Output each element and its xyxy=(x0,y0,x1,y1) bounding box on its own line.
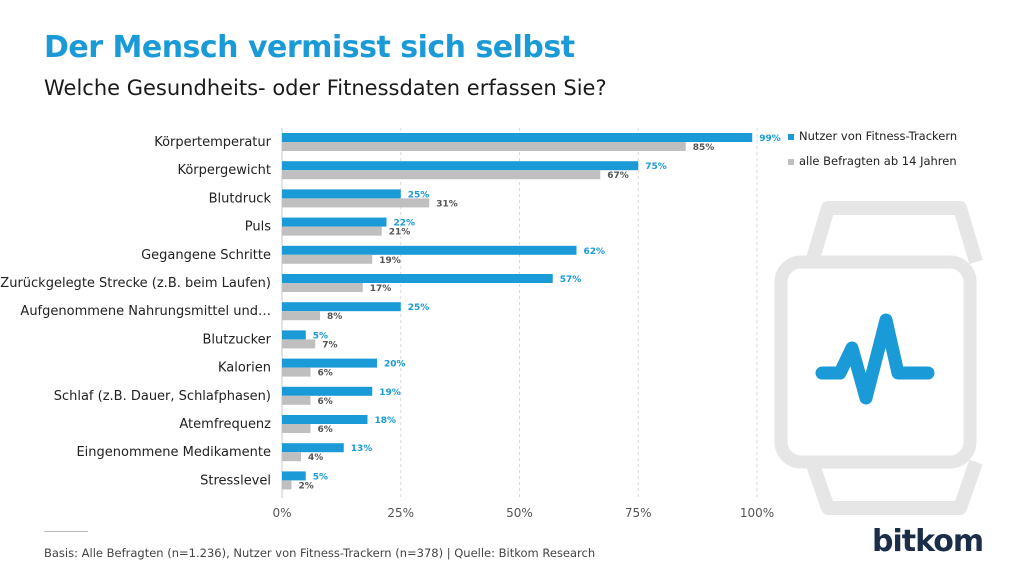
data-label: 6% xyxy=(318,425,333,435)
category-label: Blutzucker xyxy=(203,332,272,347)
bar-all xyxy=(282,395,311,405)
bar-trackers xyxy=(282,133,753,142)
data-label: 75% xyxy=(645,162,667,172)
data-label: 8% xyxy=(327,312,342,322)
data-label: 6% xyxy=(318,369,333,379)
category-label: Körpergewicht xyxy=(177,163,271,178)
data-label: 62% xyxy=(584,247,606,257)
legend-swatch xyxy=(788,159,794,165)
category-label: Blutdruck xyxy=(209,191,272,206)
bar-trackers xyxy=(282,386,373,396)
bar-trackers xyxy=(282,302,401,312)
bar-trackers xyxy=(282,330,306,340)
data-label: 2% xyxy=(299,481,314,491)
footer-divider xyxy=(44,531,88,532)
bar-all xyxy=(282,142,686,151)
bar-trackers xyxy=(282,245,577,255)
bar-all xyxy=(282,170,601,180)
bar-all xyxy=(282,424,311,433)
data-label: 20% xyxy=(384,360,406,370)
data-label: 57% xyxy=(560,275,582,285)
data-label: 21% xyxy=(389,228,411,238)
smartwatch-pulse-icon xyxy=(774,201,983,515)
category-label: Atemfrequenz xyxy=(179,417,271,432)
x-tick-label: 0% xyxy=(272,506,291,520)
bar-trackers xyxy=(282,161,639,171)
data-label: 18% xyxy=(375,416,397,426)
bar-trackers xyxy=(282,274,553,283)
bar-all xyxy=(282,311,320,321)
data-label: 25% xyxy=(408,303,430,313)
data-label: 19% xyxy=(379,388,401,398)
category-label: Gegangene Schritte xyxy=(141,248,271,263)
data-label: 99% xyxy=(759,134,781,144)
bar-trackers xyxy=(282,217,387,227)
bitkom-logo: bitkom xyxy=(872,524,984,559)
x-tick-label: 75% xyxy=(625,506,652,520)
category-label: Aufgenommene Nahrungsmittel und… xyxy=(20,304,271,319)
data-label: 31% xyxy=(436,199,458,209)
x-tick-label: 100% xyxy=(740,506,774,520)
data-label: 4% xyxy=(308,453,323,463)
data-label: 85% xyxy=(693,143,715,153)
bar-all xyxy=(282,283,363,292)
bar-all xyxy=(282,480,292,490)
source-footnote: Basis: Alle Befragten (n=1.236), Nutzer … xyxy=(44,546,596,560)
bar-all xyxy=(282,339,316,349)
bar-all xyxy=(282,198,430,208)
bar-trackers xyxy=(282,471,306,481)
bar-all xyxy=(282,254,373,264)
category-label: Kalorien xyxy=(218,361,271,376)
data-label: 6% xyxy=(318,397,333,407)
category-label: Stresslevel xyxy=(200,473,271,488)
data-label: 5% xyxy=(313,331,328,341)
data-label: 25% xyxy=(408,190,430,200)
data-label: 67% xyxy=(607,171,629,181)
data-label: 13% xyxy=(351,444,373,454)
x-tick-label: 25% xyxy=(387,506,414,520)
bar-all xyxy=(282,226,382,236)
bar-trackers xyxy=(282,443,344,453)
data-label: 17% xyxy=(370,284,392,294)
category-label: Körpertemperatur xyxy=(154,135,271,150)
data-label: 7% xyxy=(322,340,337,350)
data-label: 5% xyxy=(313,472,328,482)
category-label: Schlaf (z.B. Dauer, Schlafphasen) xyxy=(54,389,271,404)
category-label: Eingenommene Medikamente xyxy=(76,445,271,460)
legend-swatch xyxy=(788,134,794,140)
data-label: 19% xyxy=(379,256,401,266)
bar-all xyxy=(282,367,311,377)
legend-label: Nutzer von Fitness-Trackern xyxy=(799,129,957,143)
page-subtitle: Welche Gesundheits- oder Fitnessdaten er… xyxy=(44,76,607,100)
bar-all xyxy=(282,452,301,462)
page-title: Der Mensch vermisst sich selbst xyxy=(44,30,575,65)
category-label: Puls xyxy=(245,220,271,235)
bar-trackers xyxy=(282,358,377,368)
x-tick-label: 50% xyxy=(506,506,533,520)
data-label: 22% xyxy=(394,219,416,229)
category-label: Zurückgelegte Strecke (z.B. beim Laufen) xyxy=(0,276,271,291)
bar-trackers xyxy=(282,415,368,424)
legend-label: alle Befragten ab 14 Jahren xyxy=(799,154,957,168)
bar-trackers xyxy=(282,189,401,199)
